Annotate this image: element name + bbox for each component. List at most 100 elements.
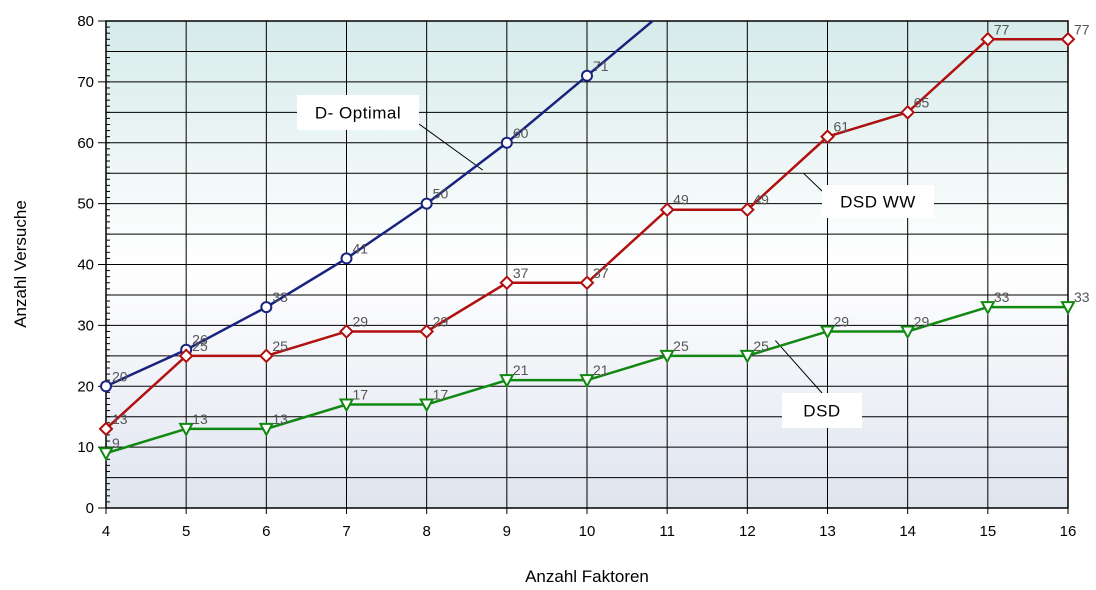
data-point-triangle <box>178 422 194 437</box>
x-tick-label: 12 <box>739 523 756 540</box>
data-labels: 20 26 33 41 50 60 71 13 25 25 29 29 37 37 49 49 61 65 77 77… <box>112 21 1090 451</box>
data-point-diamond <box>739 202 755 218</box>
x-tick-label: 15 <box>979 523 996 540</box>
data-point-triangle <box>1060 301 1076 316</box>
data-point-triangle <box>338 398 355 413</box>
callout-box <box>782 393 862 428</box>
data-label: 71 <box>593 58 609 74</box>
data-point-diamond <box>339 324 354 339</box>
y-tick-label: 10 <box>77 439 94 456</box>
data-label: 25 <box>753 338 769 354</box>
data-point-triangle <box>499 374 515 389</box>
data-point-triangle <box>98 447 114 462</box>
x-tick-label: 7 <box>342 523 350 540</box>
data-point-triangle <box>819 325 836 340</box>
data-point-diamond <box>499 275 515 291</box>
callout-leaders <box>418 123 823 394</box>
x-tick-label: 8 <box>422 523 430 540</box>
data-label: 65 <box>914 94 930 110</box>
data-point-circle <box>500 136 513 149</box>
data-point-circle <box>340 252 353 265</box>
data-point-diamond <box>1060 31 1076 47</box>
callout-leader <box>418 123 484 171</box>
data-point-diamond <box>980 31 996 47</box>
data-point-diamond <box>258 348 274 364</box>
data-label: 50 <box>433 186 449 202</box>
x-tick-label: 11 <box>659 523 675 540</box>
series-line <box>106 21 655 388</box>
data-point-triangle <box>899 325 916 340</box>
y-tick-label: 0 <box>86 500 94 517</box>
x-tick-labels: 4 5 6 7 8 9 10 11 12 13 14 15 16 <box>102 523 1077 540</box>
y-tick-label: 40 <box>77 257 94 274</box>
y-tick-label: 20 <box>77 378 94 395</box>
data-point-triangle <box>980 301 996 316</box>
data-label: 9 <box>112 435 120 451</box>
data-point-triangle <box>739 349 756 364</box>
y-axis-title: Anzahl Versuche <box>11 200 30 328</box>
data-label: 21 <box>513 362 529 378</box>
data-point-circle <box>581 69 593 82</box>
x-tick-label: 13 <box>819 523 836 540</box>
data-label: 29 <box>433 313 449 329</box>
data-label: 25 <box>272 338 288 354</box>
data-point-diamond <box>579 275 595 291</box>
data-point-diamond <box>419 324 435 339</box>
data-label: 61 <box>834 119 850 135</box>
data-label: 33 <box>994 289 1010 305</box>
data-point-diamond <box>820 129 835 145</box>
data-label: 33 <box>1074 289 1090 305</box>
x-tick-label: 16 <box>1060 523 1077 540</box>
y-tick-label: 80 <box>77 13 94 30</box>
data-label: 17 <box>353 387 369 403</box>
data-label: 60 <box>513 125 529 141</box>
callout-label: D- Optimal <box>315 104 401 123</box>
data-label: 29 <box>353 313 369 329</box>
data-label: 29 <box>914 313 930 329</box>
data-label: 13 <box>272 411 288 427</box>
data-point-circle <box>260 301 273 314</box>
x-tick-label: 6 <box>262 523 270 540</box>
data-point-circle <box>420 197 433 210</box>
data-point-triangle <box>418 398 435 413</box>
data-point-diamond <box>900 104 916 120</box>
data-label: 13 <box>112 411 128 427</box>
x-axis-title: Anzahl Faktoren <box>525 567 649 586</box>
data-label: 77 <box>1074 21 1090 37</box>
data-label: 33 <box>272 289 288 305</box>
data-label: 20 <box>112 368 128 384</box>
data-label: 26 <box>192 332 208 348</box>
data-label: 77 <box>994 21 1010 37</box>
callout-label: DSD WW <box>840 193 916 212</box>
callout-leader <box>775 340 823 394</box>
data-label: 29 <box>834 313 850 329</box>
callouts: D- Optimal DSD WW DSD <box>297 95 934 428</box>
data-label: 49 <box>673 192 689 208</box>
data-point-triangle <box>579 374 595 389</box>
x-tick-label: 4 <box>102 523 110 540</box>
grid-lines <box>98 20 1069 514</box>
y-tick-label: 60 <box>77 135 94 152</box>
callout-box <box>297 95 419 130</box>
data-label: 49 <box>753 192 769 208</box>
callout-leader <box>803 172 823 192</box>
data-label: 37 <box>593 265 609 281</box>
data-label: 37 <box>513 265 529 281</box>
data-point-triangle <box>659 349 675 364</box>
data-label: 25 <box>673 338 689 354</box>
y-tick-label: 50 <box>77 196 94 213</box>
callout-box <box>822 185 934 218</box>
x-tick-label: 5 <box>182 523 190 540</box>
data-label: 13 <box>192 411 208 427</box>
y-tick-label: 70 <box>77 74 94 91</box>
data-point-diamond <box>98 421 114 437</box>
data-point-diamond <box>178 348 194 364</box>
data-point-diamond <box>659 202 675 218</box>
data-label: 17 <box>433 387 449 403</box>
y-tick-labels: 0 10 20 30 40 50 60 70 80 <box>77 13 94 517</box>
y-tick-label: 30 <box>77 317 94 334</box>
data-label: 41 <box>353 240 369 256</box>
data-point-triangle <box>258 422 275 437</box>
plot-border <box>105 20 1069 509</box>
